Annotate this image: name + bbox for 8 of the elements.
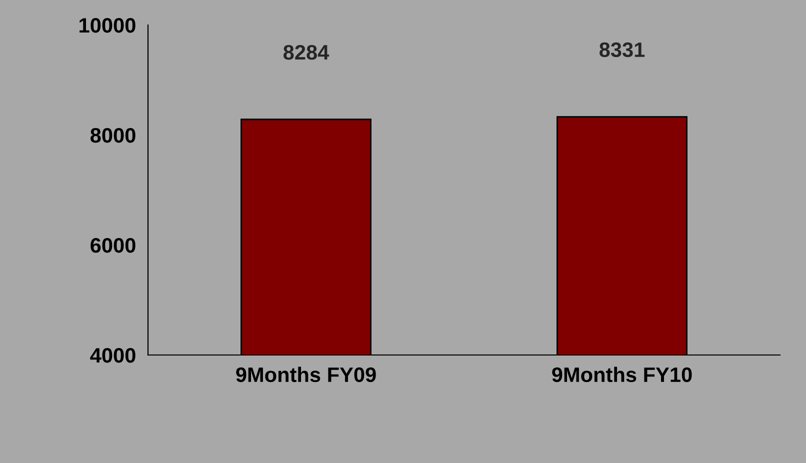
x-tick-label: 9Months FY10 <box>552 366 692 382</box>
y-tick-label: 10000 <box>80 18 136 33</box>
y-tick-label: 8000 <box>90 128 136 143</box>
y-tick-label: 6000 <box>90 238 136 253</box>
x-tick-label: 9Months FY09 <box>236 366 376 382</box>
data-label: 8284 <box>283 44 330 60</box>
data-label: 8331 <box>599 42 645 58</box>
y-tick-label: 4000 <box>90 348 136 363</box>
